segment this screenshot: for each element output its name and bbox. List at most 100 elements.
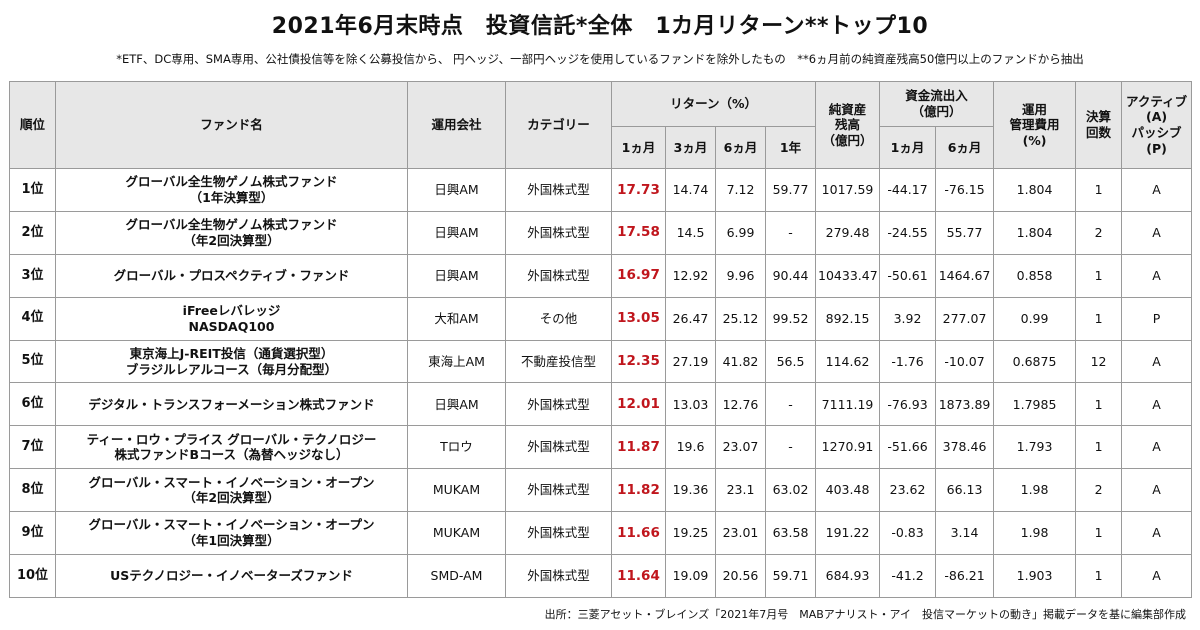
header-ap-line1: アクティブ [1125, 93, 1188, 109]
return-6m-cell: 6.99 [715, 210, 766, 255]
flow-6m-cell: -86.21 [935, 554, 995, 598]
fee-cell: 1.903 [993, 554, 1077, 598]
table-row: 4位 iFreeレバレッジ NASDAQ100 大和AM その他 13.05 26… [9, 296, 1193, 341]
table-row: 3位 グローバル・プロスペクティブ・ファンド 日興AM 外国株式型 16.97 … [9, 253, 1193, 298]
flow-1m-cell: -76.93 [879, 382, 937, 427]
settlement-cell: 1 [1075, 554, 1123, 598]
return-1y-cell: - [764, 382, 817, 427]
category-cell: その他 [505, 296, 612, 341]
return-6m-cell: 7.12 [715, 168, 766, 212]
fee-cell: 0.858 [993, 253, 1077, 298]
settlement-cell: 2 [1075, 468, 1123, 513]
fund-name-cell: ティー・ロウ・プライス グローバル・テクノロジー 株式ファンドBコース（為替ヘッジ… [55, 425, 408, 470]
header-return-1m: 1ヵ月 [611, 126, 666, 169]
company-cell: 日興AM [407, 210, 506, 255]
header-fee: 運用 管理費用 (%) [993, 81, 1077, 169]
aum-cell: 7111.19 [815, 382, 881, 427]
company-cell: 日興AM [407, 382, 506, 427]
fee-cell: 1.793 [993, 425, 1077, 470]
category-cell: 外国株式型 [505, 382, 612, 427]
header-return-1y: 1年 [764, 126, 817, 169]
aum-cell: 684.93 [815, 554, 881, 598]
header-aum-line1: 純資産 [828, 101, 867, 117]
return-1m-cell: 12.35 [611, 339, 666, 384]
return-1m-cell: 13.05 [611, 296, 666, 341]
aum-cell: 1270.91 [815, 425, 881, 470]
return-3m-cell: 19.6 [665, 425, 716, 470]
rank-cell: 5位 [9, 339, 56, 384]
header-fund-name: ファンド名 [55, 81, 408, 169]
return-1m-cell: 17.73 [611, 168, 666, 212]
return-3m-cell: 19.09 [665, 554, 716, 598]
active-passive-cell: A [1121, 210, 1193, 255]
header-settlement: 決算 回数 [1075, 81, 1123, 169]
flow-1m-cell: 23.62 [879, 468, 937, 513]
company-cell: 東海上AM [407, 339, 506, 384]
return-3m-cell: 19.36 [665, 468, 716, 513]
fund-name-cell: グローバル全生物ゲノム株式ファンド （1年決算型） [55, 168, 408, 212]
fee-cell: 1.804 [993, 168, 1077, 212]
ranking-table-body: 1位 グローバル全生物ゲノム株式ファンド （1年決算型） 日興AM 外国株式型 1… [9, 168, 1193, 598]
fund-name-line1: iFreeレバレッジ [182, 302, 281, 318]
active-passive-cell: A [1121, 511, 1193, 556]
flow-6m-cell: 277.07 [935, 296, 995, 341]
flow-1m-cell: -44.17 [879, 168, 937, 212]
header-fee-line1: 運用 [1022, 101, 1048, 117]
settlement-cell: 12 [1075, 339, 1123, 384]
source-note: 出所：三菱アセット・ブレインズ「2021年7月号 MABアナリスト・アイ 投信マ… [544, 608, 1186, 621]
company-cell: MUKAM [407, 468, 506, 513]
return-6m-cell: 23.01 [715, 511, 766, 556]
fund-name-line1: USテクノロジー・イノベーターズファンド [110, 568, 353, 584]
return-6m-cell: 41.82 [715, 339, 766, 384]
fund-name-line2: （年2回決算型） [183, 490, 280, 506]
settlement-cell: 1 [1075, 168, 1123, 212]
fund-name-line1: グローバル・プロスペクティブ・ファンド [113, 267, 350, 283]
fee-cell: 0.99 [993, 296, 1077, 341]
settlement-cell: 1 [1075, 253, 1123, 298]
flow-1m-cell: -24.55 [879, 210, 937, 255]
aum-cell: 279.48 [815, 210, 881, 255]
fee-cell: 1.98 [993, 511, 1077, 556]
fund-name-line2: （年2回決算型） [183, 232, 280, 248]
return-6m-cell: 25.12 [715, 296, 766, 341]
ranking-table: 順位 ファンド名 運用会社 カテゴリー リターン（%） 純資産 残高 （億円） … [9, 81, 1193, 598]
flow-1m-cell: 3.92 [879, 296, 937, 341]
header-return-group: リターン（%） [610, 81, 817, 127]
company-cell: Tロウ [407, 425, 506, 470]
active-passive-cell: P [1121, 296, 1193, 341]
header-aum-line3: （億円） [822, 132, 873, 148]
table-row: 6位 デジタル・トランスフォーメーション株式ファンド 日興AM 外国株式型 12… [9, 382, 1193, 427]
fund-name-line1: デジタル・トランスフォーメーション株式ファンド [88, 396, 375, 412]
return-6m-cell: 23.1 [715, 468, 766, 513]
return-3m-cell: 26.47 [665, 296, 716, 341]
rank-cell: 7位 [9, 425, 56, 470]
flow-1m-cell: -41.2 [879, 554, 937, 598]
header-aum-line2: 残高 [835, 117, 861, 133]
footnote-criteria: *ETF、DC専用、SMA専用、公社債投信等を除く公募投信から、 円ヘッジ、一部… [116, 52, 1084, 66]
return-1m-cell: 16.97 [611, 253, 666, 298]
category-cell: 外国株式型 [505, 425, 612, 470]
header-return-3m: 3ヵ月 [665, 126, 716, 169]
header-flow-line1: 資金流出入 [905, 88, 968, 104]
return-3m-cell: 14.5 [665, 210, 716, 255]
settlement-cell: 2 [1075, 210, 1123, 255]
company-cell: 大和AM [407, 296, 506, 341]
return-1m-cell: 12.01 [611, 382, 666, 427]
fund-name-line1: ティー・ロウ・プライス グローバル・テクノロジー [86, 431, 377, 447]
fund-name-cell: グローバル全生物ゲノム株式ファンド （年2回決算型） [55, 210, 408, 255]
fund-name-line2: （1年決算型） [189, 189, 274, 205]
return-1m-cell: 11.66 [611, 511, 666, 556]
company-cell: SMD-AM [407, 554, 506, 598]
return-1m-cell: 17.58 [611, 210, 666, 255]
category-cell: 外国株式型 [505, 554, 612, 598]
fund-name-line2: 株式ファンドBコース（為替ヘッジなし） [114, 447, 349, 463]
header-rank: 順位 [9, 81, 56, 169]
fund-name-line2: ブラジルレアルコース（毎月分配型） [125, 361, 338, 377]
aum-cell: 10433.47 [815, 253, 881, 298]
fund-name-cell: デジタル・トランスフォーメーション株式ファンド [55, 382, 408, 427]
active-passive-cell: A [1121, 339, 1193, 384]
flow-1m-cell: -51.66 [879, 425, 937, 470]
flow-6m-cell: 66.13 [935, 468, 995, 513]
fund-name-line1: グローバル全生物ゲノム株式ファンド [125, 174, 338, 190]
header-ap-line4: (P) [1146, 140, 1167, 156]
